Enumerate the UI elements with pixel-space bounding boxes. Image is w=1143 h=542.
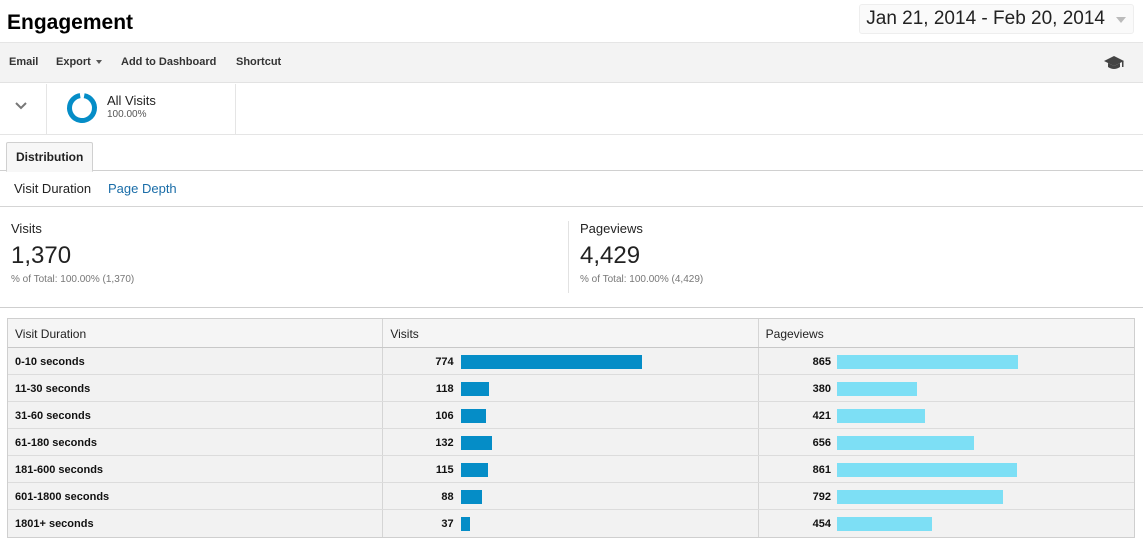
tab-row: Distribution [0, 135, 1143, 172]
pageviews-cell: 656 [758, 429, 1134, 455]
visits-bar [461, 490, 483, 504]
duration-cell: 0-10 seconds [8, 348, 384, 374]
pageviews-value: 421 [812, 410, 831, 422]
chevron-down-icon [15, 102, 27, 110]
pageviews-value: 865 [812, 356, 831, 368]
subtab-page-depth[interactable]: Page Depth [108, 181, 177, 196]
visits-cell: 37 [383, 510, 759, 537]
export-button[interactable]: Export [56, 56, 102, 68]
shortcut-button[interactable]: Shortcut [236, 56, 282, 68]
pageviews-bar [836, 355, 1018, 369]
segment-all-visits[interactable]: All Visits 100.00% [47, 84, 236, 134]
pageviews-cell: 454 [758, 510, 1134, 537]
pageviews-cell: 865 [758, 348, 1134, 374]
caret-down-icon [95, 60, 102, 65]
duration-cell: 601-1800 seconds [8, 483, 384, 509]
visits-bar [461, 355, 643, 369]
metric-visits: Visits 1,370 % of Total: 100.00% (1,370) [11, 221, 134, 293]
pageviews-value: 380 [812, 383, 831, 395]
visits-value: 115 [435, 464, 454, 476]
duration-cell: 181-600 seconds [8, 456, 384, 482]
duration-cell: 1801+ seconds [8, 510, 384, 537]
duration-cell: 11-30 seconds [8, 375, 384, 401]
visits-value: 37 [441, 518, 454, 530]
duration-cell: 61-180 seconds [8, 429, 384, 455]
graduation-cap-icon[interactable] [1103, 54, 1125, 72]
date-range-label: Jan 21, 2014 - Feb 20, 2014 [866, 8, 1105, 29]
caret-down-icon [1116, 17, 1126, 23]
pageviews-bar [836, 436, 974, 450]
metric-value: 1,370 [11, 242, 72, 269]
table-row: 11-30 seconds 118 380 [8, 375, 1134, 402]
visits-cell: 774 [383, 348, 759, 374]
segment-percent: 100.00% [107, 109, 147, 120]
visits-value: 106 [435, 410, 454, 422]
pageviews-bar [836, 382, 917, 396]
visits-cell: 88 [383, 483, 759, 509]
metric-label: Pageviews [580, 221, 643, 236]
pageviews-bar [836, 517, 932, 531]
date-range-picker[interactable]: Jan 21, 2014 - Feb 20, 2014 [859, 4, 1134, 34]
summary-metrics: Visits 1,370 % of Total: 100.00% (1,370)… [0, 208, 1143, 308]
table-row: 61-180 seconds 132 656 [8, 429, 1134, 456]
table-row: 1801+ seconds 37 454 [8, 510, 1134, 537]
segment-toggle[interactable] [0, 84, 47, 134]
visits-value: 88 [441, 491, 454, 503]
subtab-visit-duration[interactable]: Visit Duration [14, 181, 92, 196]
visits-bar [461, 382, 490, 396]
visits-value: 118 [435, 383, 454, 395]
visits-bar [461, 409, 487, 423]
table-row: 0-10 seconds 774 865 [8, 348, 1134, 375]
metric-value: 4,429 [580, 242, 641, 269]
tab-distribution[interactable]: Distribution [6, 142, 94, 172]
pageviews-cell: 861 [758, 456, 1134, 482]
pageviews-cell: 380 [758, 375, 1134, 401]
metric-percent-total: % of Total: 100.00% (1,370) [11, 274, 135, 285]
report-toolbar: Email Export Add to Dashboard Shortcut [0, 43, 1143, 83]
visits-cell: 115 [383, 456, 759, 482]
pageviews-value: 792 [812, 491, 831, 503]
column-header-visit-duration: Visit Duration [8, 319, 384, 347]
segment-donut-icon [67, 92, 97, 123]
pageviews-value: 656 [812, 437, 831, 449]
table-row: 601-1800 seconds 88 792 [8, 483, 1134, 510]
visits-bar [461, 517, 471, 531]
segment-bar: All Visits 100.00% [0, 84, 1143, 135]
add-to-dashboard-button[interactable]: Add to Dashboard [121, 56, 217, 68]
metric-label: Visits [11, 221, 42, 236]
visits-cell: 106 [383, 402, 759, 428]
visits-value: 774 [435, 356, 454, 368]
pageviews-bar [836, 463, 1017, 477]
column-header-pageviews: Pageviews [765, 327, 824, 341]
visits-bar [461, 463, 489, 477]
email-button[interactable]: Email [9, 56, 39, 68]
pageviews-cell: 421 [758, 402, 1134, 428]
visits-bar [461, 436, 493, 450]
metric-pageviews: Pageviews 4,429 % of Total: 100.00% (4,4… [568, 221, 703, 293]
segment-name: All Visits [107, 93, 156, 108]
pageviews-value: 454 [812, 518, 831, 530]
table-row: 31-60 seconds 106 421 [8, 402, 1134, 429]
page-title: Engagement [7, 11, 134, 34]
metric-percent-total: % of Total: 100.00% (4,429) [580, 274, 704, 285]
visits-cell: 132 [383, 429, 759, 455]
visits-cell: 118 [383, 375, 759, 401]
report-header: Engagement Jan 21, 2014 - Feb 20, 2014 [0, 0, 1143, 43]
table-row: 181-600 seconds 115 861 [8, 456, 1134, 483]
pageviews-value: 861 [812, 464, 831, 476]
pageviews-bar [836, 409, 925, 423]
distribution-table: Visit Duration Visits Pageviews 0-10 sec… [7, 318, 1135, 538]
export-label: Export [56, 56, 91, 68]
subtab-row: Visit Duration Page Depth [0, 171, 1143, 207]
table-header: Visit Duration Visits Pageviews [8, 319, 1134, 348]
column-header-visits: Visits [383, 319, 759, 347]
pageviews-cell: 792 [758, 483, 1134, 509]
visits-value: 132 [435, 437, 454, 449]
pageviews-bar [836, 490, 1003, 504]
duration-cell: 31-60 seconds [8, 402, 384, 428]
